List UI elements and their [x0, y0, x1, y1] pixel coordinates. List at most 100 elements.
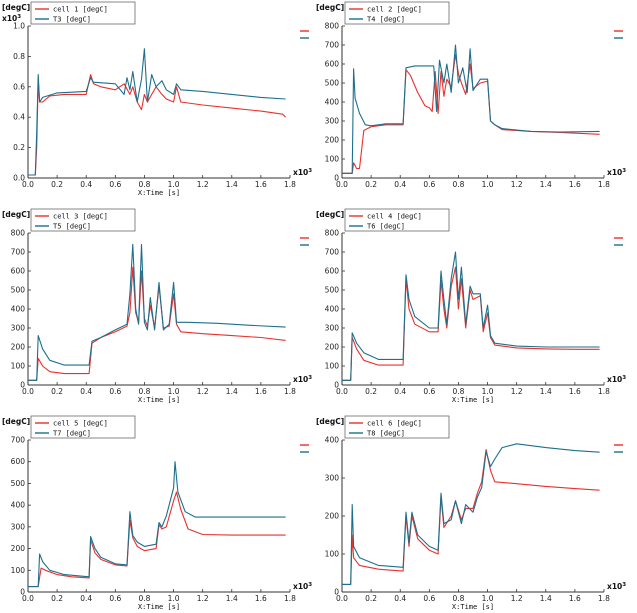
series-line-teal — [28, 243, 286, 381]
x-tick-label: 1.8 — [598, 594, 610, 603]
legend-entry: T6 [degC] — [367, 223, 405, 231]
y-tick-label: 300 — [11, 522, 26, 531]
x-tick-label: 0.2 — [51, 387, 63, 396]
y-unit-label: [degC] — [316, 417, 344, 426]
series-line-red — [342, 266, 600, 381]
y-tick-label: 0 — [334, 381, 339, 390]
x-tick-label: 0.4 — [394, 594, 406, 603]
y-tick-label: 200 — [11, 544, 26, 553]
series-line-red — [28, 266, 286, 381]
x-tick-label: 1.8 — [598, 180, 610, 189]
x-tick-label: 1.8 — [284, 180, 296, 189]
series-line-teal — [342, 443, 600, 585]
legend-entry: cell 5 [degC] — [53, 420, 108, 428]
x-tick-label: 1.0 — [168, 387, 180, 396]
x-axis-label: X:Time [s] — [138, 603, 180, 611]
y-tick-label: 600 — [325, 60, 340, 69]
x-tick-label: 0.0 — [336, 180, 348, 189]
y-tick-label: 800 — [325, 229, 340, 238]
y-unit-label: [degC] — [2, 3, 30, 12]
x-axis-label: X:Time [s] — [138, 396, 180, 404]
x-tick-label: 0.2 — [365, 180, 377, 189]
y-tick-label: 0 — [334, 174, 339, 183]
y-tick-label: 600 — [11, 267, 26, 276]
legend-box — [30, 415, 136, 439]
x-tick-label: 0.2 — [51, 180, 63, 189]
x-tick-label: 0.6 — [109, 387, 121, 396]
x-tick-label: 0.4 — [80, 180, 92, 189]
x-tick-label: 1.4 — [226, 180, 238, 189]
x-tick-label: 0.0 — [336, 387, 348, 396]
y-tick-label: 700 — [325, 248, 340, 257]
y-tick-label: 200 — [325, 136, 340, 145]
x-tick-label: 1.0 — [168, 594, 180, 603]
x-tick-label: 1.2 — [197, 594, 209, 603]
y-tick-label: 400 — [325, 98, 340, 107]
y-tick-label: 0 — [334, 588, 339, 597]
x-tick-label: 1.2 — [197, 387, 209, 396]
x-exponent-label: x103 — [293, 375, 312, 384]
y-tick-label: 100 — [11, 566, 26, 575]
y-tick-label: 700 — [11, 436, 26, 445]
y-tick-label: 200 — [325, 512, 340, 521]
y-tick-label: 500 — [325, 286, 340, 295]
y-tick-label: 0 — [20, 381, 25, 390]
legend-box — [344, 208, 450, 232]
y-tick-label: 0.6 — [13, 82, 25, 91]
x-tick-label: 1.0 — [168, 180, 180, 189]
series-line-teal — [28, 48, 286, 176]
x-tick-label: 1.8 — [284, 594, 296, 603]
chart-panel-6: 0 100 200 300 400 0.0 0.2 0.4 0.6 0.8 1.0 1.2 1.4 1.6… — [316, 415, 626, 611]
legend-box — [30, 208, 136, 232]
chart-panel-1: 0.0 0.2 0.4 0.6 0.8 1.0 0.0 0.2 0.4 0.6 0.8 1.0 1.2 1… — [2, 1, 312, 197]
y-tick-label: 1.0 — [13, 22, 25, 31]
x-tick-label: 1.2 — [511, 387, 523, 396]
x-tick-label: 1.4 — [540, 180, 552, 189]
x-exponent-label: x103 — [607, 375, 626, 384]
series-line-teal — [342, 44, 600, 174]
x-tick-label: 1.4 — [226, 387, 238, 396]
x-tick-label: 1.4 — [540, 594, 552, 603]
y-tick-label: 800 — [325, 22, 340, 31]
y-tick-label: 800 — [11, 229, 26, 238]
y-tick-label: 700 — [325, 41, 340, 50]
y-tick-label: 600 — [11, 457, 26, 466]
x-tick-label: 1.0 — [482, 594, 494, 603]
x-tick-label: 1.4 — [226, 594, 238, 603]
legend-entry: T4 [degC] — [367, 16, 405, 24]
x-tick-label: 0.4 — [394, 387, 406, 396]
y-tick-label: 200 — [325, 343, 340, 352]
x-tick-label: 1.2 — [511, 594, 523, 603]
y-tick-label: 500 — [325, 79, 340, 88]
y-tick-label: 0.4 — [13, 113, 25, 122]
legend-entry: cell 1 [degC] — [53, 6, 108, 14]
x-tick-label: 0.8 — [138, 180, 150, 189]
legend-entry: cell 4 [degC] — [367, 213, 422, 221]
legend-entry: cell 3 [degC] — [53, 213, 108, 221]
x-tick-label: 0.0 — [336, 594, 348, 603]
x-tick-label: 1.2 — [197, 180, 209, 189]
legend-box — [344, 1, 450, 25]
y-tick-label: 600 — [325, 267, 340, 276]
series-line-red — [28, 491, 286, 588]
x-tick-label: 1.6 — [255, 387, 267, 396]
x-axis-label: X:Time [s] — [452, 396, 494, 404]
x-exponent-label: x103 — [607, 582, 626, 591]
y-tick-label: 0 — [20, 588, 25, 597]
y-tick-label: 300 — [325, 324, 340, 333]
x-tick-label: 1.6 — [255, 180, 267, 189]
y-tick-label: 200 — [11, 343, 26, 352]
legend-entry: T7 [degC] — [53, 430, 91, 438]
x-tick-label: 1.0 — [482, 180, 494, 189]
x-axis-label: X:Time [s] — [452, 603, 494, 611]
y-unit-label: [degC] — [2, 210, 30, 219]
x-tick-label: 0.8 — [452, 594, 464, 603]
legend-entry: T3 [degC] — [53, 16, 91, 24]
x-tick-label: 1.8 — [284, 387, 296, 396]
x-tick-label: 0.6 — [423, 387, 435, 396]
chart-panel-4: 0 100 200 300 400 500 600 700 800 0.0 0.2 0.4 0.6 0.8… — [316, 208, 626, 404]
x-exponent-label: x103 — [607, 168, 626, 177]
y-tick-label: 0.0 — [13, 174, 25, 183]
y-tick-label: 700 — [11, 248, 26, 257]
